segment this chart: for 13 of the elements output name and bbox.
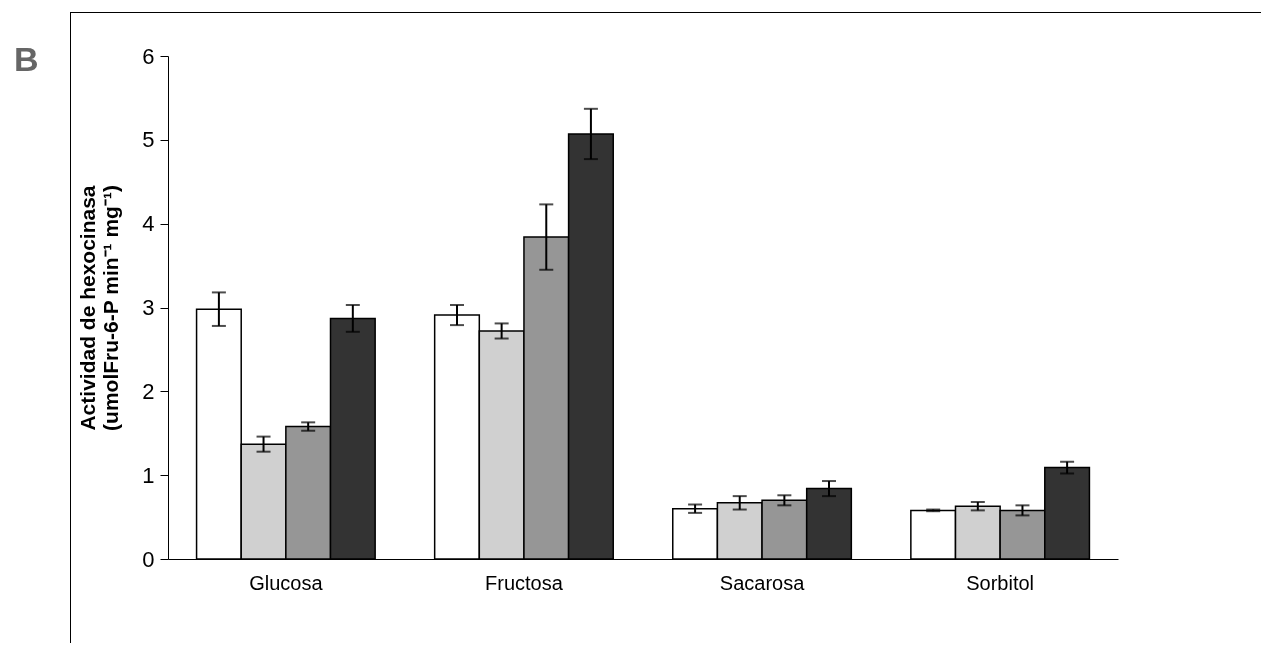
x-tick-label: Sorbitol xyxy=(966,571,1035,594)
y-tick-label: 4 xyxy=(142,211,155,237)
x-tick-label: Glucosa xyxy=(249,571,324,594)
y-axis-title: Actividad de hexocinasa (umolFru-6-P min⁻¹ mg⁻¹) xyxy=(76,185,123,431)
y-tick-label: 2 xyxy=(142,378,155,404)
y-tick-label: 1 xyxy=(142,462,155,488)
y-tick-label: 5 xyxy=(142,127,155,153)
text: B xyxy=(14,40,39,79)
y-tick-label: 3 xyxy=(142,295,155,320)
x-tick-label: Fructosa xyxy=(485,571,564,594)
y-tick-label: 0 xyxy=(142,546,155,572)
x-tick-label: Sacarosa xyxy=(719,571,806,594)
y-tick-label: 6 xyxy=(142,43,155,69)
